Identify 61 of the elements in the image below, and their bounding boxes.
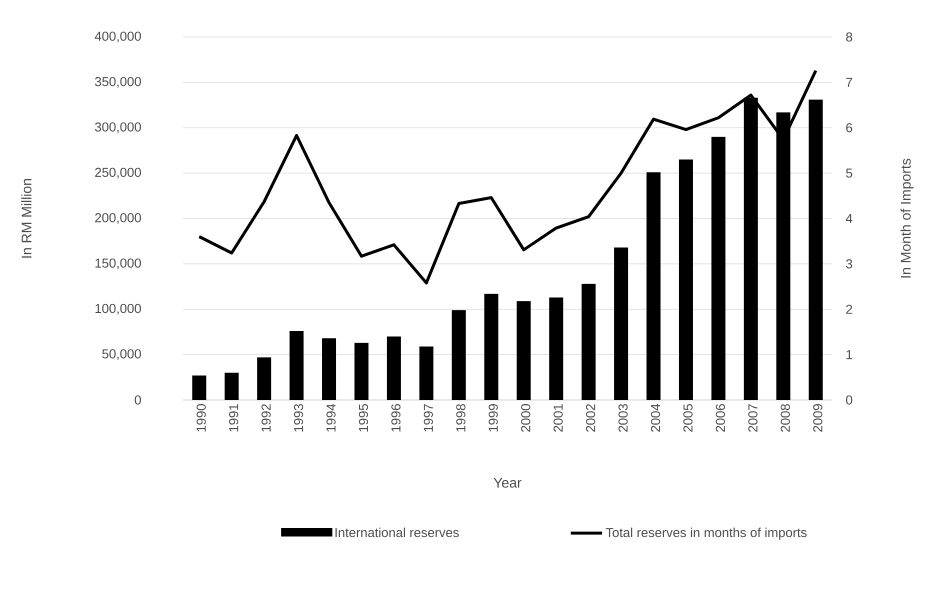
y-tick-label: 50,000 [102,349,141,360]
x-tick-label: 1996 [391,404,401,432]
y-tick-label: 300,000 [94,122,141,134]
bar [452,310,466,400]
bar [192,375,206,400]
x-tick-label: 2008 [780,404,790,432]
y2-tick-label: 6 [846,123,852,132]
x-tick-label: 2000 [521,404,530,432]
x-axis-title: Year [494,478,522,488]
y2-axis-title: In Month of Imports [900,158,914,278]
bar [257,357,272,400]
x-tick-label: 2006 [716,404,726,432]
x-tick-label: 1995 [358,404,368,432]
y2-tick-label: 8 [846,32,852,42]
y-tick-label: 200,000 [95,213,141,224]
y2-tick-label: 0 [846,395,852,405]
y-tick-label: 400,000 [94,32,141,42]
x-tick-label: 1990 [196,404,206,432]
y2-tick-label: 1 [846,350,852,360]
x-tick-label: 2003 [618,404,628,432]
x-tick-label: 1991 [229,404,238,432]
x-tick-label: 2001 [554,404,563,432]
bar [484,294,498,400]
x-tick-label: 2004 [650,404,660,432]
y2-tick-label: 3 [846,259,852,268]
bar [614,248,628,400]
x-tick-label: 2009 [813,404,822,432]
bar [549,297,564,400]
y-tick-label: 150,000 [95,258,141,270]
y-tick-label: 0 [134,395,141,405]
bar [224,372,239,400]
bar [386,336,401,400]
legend-label: International reserves [336,528,459,538]
y2-tick-label: 5 [846,168,852,178]
x-tick-label: 1997 [424,404,433,432]
bar [711,136,726,400]
y-tick-label: 250,000 [95,168,141,178]
y2-tick-label: 2 [846,304,852,314]
bar [808,100,823,400]
y-axis-title: In RM Million [21,178,32,258]
x-tick-label: 2002 [586,404,596,432]
bar [678,160,693,400]
x-tick-label: 1998 [456,404,466,432]
bar [646,172,661,400]
y-tick-label: 350,000 [94,77,141,88]
bar [582,284,596,400]
x-tick-label: 2007 [748,404,758,432]
x-tick-label: 1994 [326,404,336,432]
x-tick-label: 2005 [683,404,693,432]
bar [322,338,336,400]
x-tick-label: 1999 [488,404,498,432]
y2-tick-label: 4 [846,214,852,223]
legend-label: Total reserves in months of imports [606,528,807,540]
y2-tick-label: 7 [846,78,852,87]
bar [516,301,531,400]
x-tick-label: 1993 [294,404,304,432]
bar [290,331,304,400]
y-tick-label: 100,000 [95,304,141,315]
x-tick-label: 1992 [262,404,271,432]
bar [419,346,434,400]
bar [354,342,368,400]
